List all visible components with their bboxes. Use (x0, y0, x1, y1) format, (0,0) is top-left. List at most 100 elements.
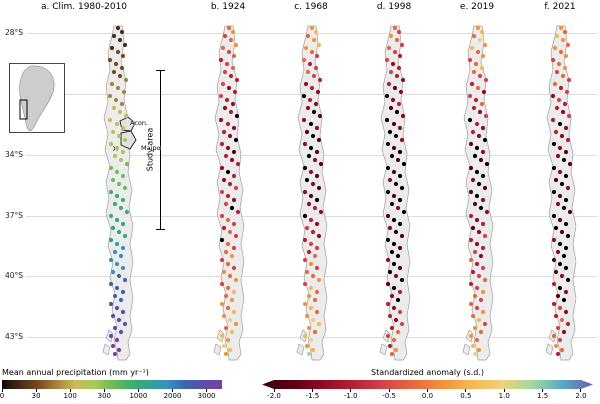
chile-map-panel-f (545, 25, 577, 361)
chile-landmass (297, 25, 328, 361)
station-dot (308, 337, 314, 343)
station-dot (565, 42, 571, 48)
station-dot (318, 161, 324, 167)
station-dot (393, 317, 399, 323)
station-dot (114, 285, 120, 291)
station-dot (308, 241, 314, 247)
station-dot (229, 329, 235, 335)
station-dot (313, 101, 319, 107)
station-dot (308, 145, 314, 151)
station-dot (556, 97, 562, 103)
station-dot (110, 225, 116, 231)
station-dot (559, 181, 565, 187)
station-dot (484, 209, 490, 215)
station-dot (111, 69, 117, 75)
colorbar-tick-label: 1000 (129, 392, 148, 400)
station-dot (301, 117, 307, 123)
station-dot (480, 245, 486, 251)
study-area-bracket-cap-top (156, 70, 165, 71)
station-dot (114, 337, 120, 343)
station-dot (311, 109, 317, 115)
station-dot (563, 125, 569, 131)
station-dot (116, 181, 122, 187)
station-dot (391, 169, 397, 175)
station-dot (562, 65, 568, 71)
station-dot (231, 265, 237, 271)
station-dot (235, 209, 241, 215)
station-dot (397, 53, 403, 59)
station-dot (387, 129, 393, 135)
station-dot (476, 347, 482, 353)
station-dot (314, 265, 320, 271)
station-dot (480, 173, 486, 179)
station-dot (221, 225, 227, 231)
station-dot (117, 73, 123, 79)
station-dot (116, 347, 122, 353)
station-dot (391, 285, 397, 291)
station-dot (474, 241, 480, 247)
south-america-inset (9, 63, 65, 133)
station-dot (108, 141, 114, 147)
station-dot (565, 185, 571, 191)
station-dot (401, 161, 407, 167)
station-dot (555, 249, 561, 255)
chile-landmass (380, 25, 411, 361)
station-dot (567, 161, 573, 167)
colorbar-tick-label: 100 (63, 392, 77, 400)
station-dot (218, 93, 224, 99)
colorbar-tick-mark (388, 389, 390, 392)
station-dot (563, 265, 569, 271)
station-dot (117, 37, 123, 43)
station-dot (478, 253, 484, 259)
station-dot (312, 253, 318, 259)
station-dot (122, 233, 128, 239)
station-dot (559, 347, 565, 353)
station-dot (114, 241, 120, 247)
station-dot (389, 153, 395, 159)
station-dot (395, 297, 401, 303)
station-dot (110, 343, 116, 349)
station-dot (469, 45, 475, 51)
station-dot (560, 73, 566, 79)
chile-landmass (296, 343, 305, 356)
station-dot (389, 249, 395, 255)
station-dot (310, 347, 316, 353)
station-dot (223, 153, 229, 159)
station-dot (481, 89, 487, 95)
station-dot (468, 237, 474, 243)
station-dot (233, 321, 239, 327)
station-dot (233, 233, 239, 239)
colorbar-tick-label: 2000 (163, 392, 182, 400)
station-dot (306, 325, 312, 331)
station-dot (482, 277, 488, 283)
station-dot (225, 169, 231, 175)
station-dot (561, 329, 567, 335)
station-dot (550, 93, 556, 99)
chile-landmass (545, 343, 554, 356)
station-dot (557, 305, 563, 311)
station-dot (389, 293, 395, 299)
station-dot (480, 265, 486, 271)
station-dot (306, 201, 312, 207)
study-area-bracket-cap-bottom (156, 229, 165, 230)
station-dot (219, 213, 225, 219)
anomaly-colorbar-label: Standardized anomaly (s.d.) (371, 368, 484, 377)
station-dot (551, 333, 557, 339)
station-dot (399, 42, 405, 48)
station-dot (566, 113, 572, 119)
station-dot (472, 153, 478, 159)
maipo-basin-outline (120, 130, 137, 150)
station-dot (112, 201, 118, 207)
station-dot (397, 289, 403, 295)
station-dot (313, 65, 319, 71)
station-dot (311, 73, 317, 79)
station-dot (478, 297, 484, 303)
station-dot (302, 189, 308, 195)
station-dot (555, 325, 561, 331)
station-dot (316, 321, 322, 327)
station-dot (312, 329, 318, 335)
station-dot (316, 233, 322, 239)
station-dot (113, 97, 119, 103)
station-dot (396, 101, 402, 107)
station-dot (116, 317, 122, 323)
